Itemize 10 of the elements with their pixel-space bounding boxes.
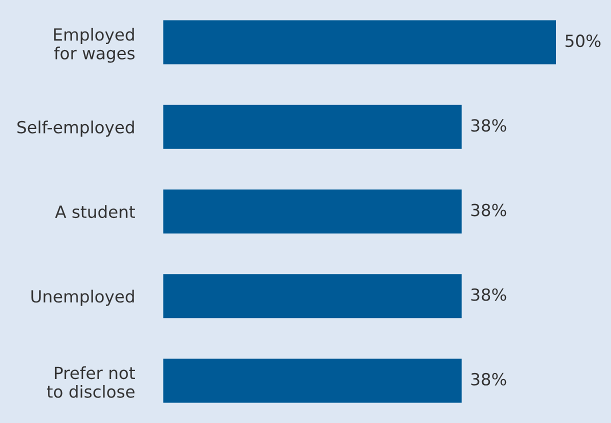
y-tick-label: A student bbox=[55, 205, 135, 218]
y-tick-label: Employed for wages bbox=[54, 28, 135, 63]
data-label: 38% bbox=[471, 288, 506, 301]
y-tick-label: Self-employed bbox=[17, 120, 134, 137]
y-tick-label: Unemployed bbox=[31, 290, 134, 306]
data-label: 38% bbox=[471, 204, 506, 216]
data-label: 38% bbox=[471, 372, 506, 386]
data-label: 38% bbox=[471, 119, 506, 132]
y-tick-label: Prefer not to disclose bbox=[46, 366, 135, 398]
data-label: 50% bbox=[566, 34, 600, 48]
